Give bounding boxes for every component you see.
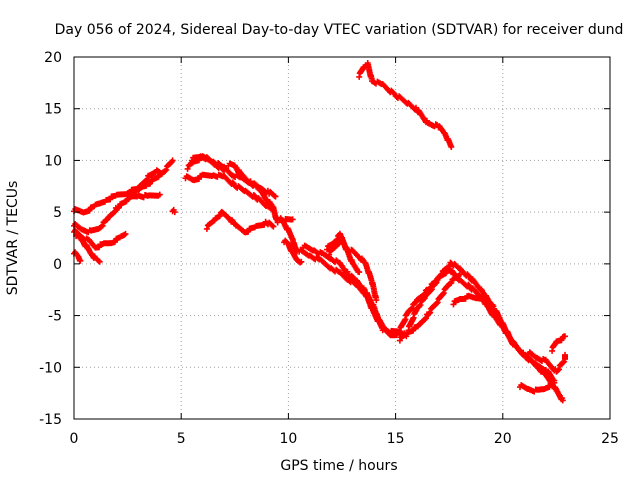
y-tick-label: 10 xyxy=(44,153,62,169)
series-track-26 xyxy=(281,237,305,266)
axis-ticks: 0 5 10 15 20 25 -15 -10 -5 0 5 10 15 20 xyxy=(39,50,619,447)
series-markers xyxy=(276,215,300,255)
chart-title: Day 056 of 2024, Sidereal Day-to-day VTE… xyxy=(55,22,624,38)
series-track-7 xyxy=(169,206,178,216)
series-markers xyxy=(73,231,103,265)
x-tick-label: 10 xyxy=(279,431,297,447)
series-markers xyxy=(517,379,558,395)
x-tick-label: 25 xyxy=(601,431,619,447)
x-tick-label: 15 xyxy=(387,431,405,447)
series-markers xyxy=(188,153,228,174)
y-tick-label: -5 xyxy=(48,309,62,325)
series-track-23 xyxy=(517,379,558,395)
series-track-15 xyxy=(296,246,403,339)
series-markers xyxy=(324,230,363,276)
series-track-5 xyxy=(71,249,84,264)
series-markers xyxy=(71,249,84,264)
y-tick-label: 5 xyxy=(53,205,62,221)
series-track-22 xyxy=(450,292,566,404)
series-markers xyxy=(203,208,277,236)
series-track-2 xyxy=(71,167,165,236)
series-track-24 xyxy=(525,349,568,375)
series-markers xyxy=(396,271,463,344)
y-tick-label: -15 xyxy=(39,412,62,428)
series-track-4 xyxy=(73,231,103,265)
x-tick-label: 5 xyxy=(177,431,186,447)
series-markers xyxy=(71,157,176,216)
series-markers xyxy=(549,333,568,354)
series-markers xyxy=(124,191,163,202)
y-tick-label: 20 xyxy=(44,50,62,66)
series-markers xyxy=(525,349,568,375)
y-tick-label: 15 xyxy=(44,102,62,118)
series-markers xyxy=(356,60,455,150)
series-track-13 xyxy=(276,215,300,255)
series-markers xyxy=(281,237,305,266)
series-markers xyxy=(296,246,403,339)
series-markers xyxy=(169,206,178,216)
series-track-27 xyxy=(281,216,296,225)
x-tick-label: 20 xyxy=(494,431,512,447)
series-markers xyxy=(182,171,277,213)
y-axis-label: SDTVAR / TECUs xyxy=(5,181,21,296)
y-tick-label: 0 xyxy=(53,257,62,273)
series-markers xyxy=(225,160,281,226)
series-track-1 xyxy=(71,157,176,216)
series-markers xyxy=(281,216,296,225)
series-track-6 xyxy=(124,191,163,202)
series-markers xyxy=(71,167,165,236)
series-track-12 xyxy=(225,160,281,226)
series-markers xyxy=(450,292,566,404)
y-tick-label: -10 xyxy=(39,360,62,376)
data-points xyxy=(71,60,568,404)
series-track-18 xyxy=(356,60,455,150)
series-track-25 xyxy=(549,333,568,354)
series-track-10 xyxy=(203,208,277,236)
series-track-21 xyxy=(396,271,463,344)
x-tick-label: 0 xyxy=(70,431,79,447)
series-track-9 xyxy=(182,171,277,213)
series-track-11 xyxy=(188,153,228,174)
series-track-17 xyxy=(324,230,363,276)
plot-area xyxy=(73,56,611,420)
x-axis-label: GPS time / hours xyxy=(280,458,397,474)
